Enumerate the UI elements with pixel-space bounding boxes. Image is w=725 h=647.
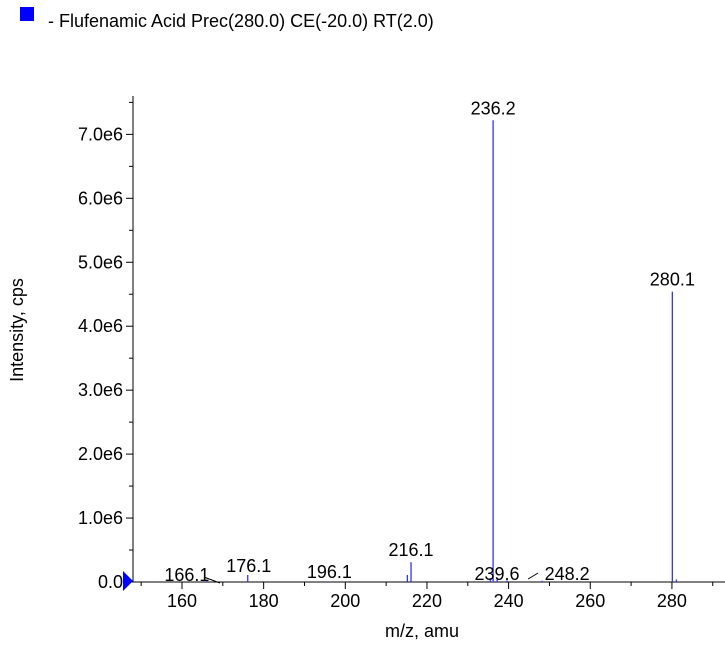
- peak-label: 248.2: [545, 564, 590, 584]
- peak-label: 239.6: [474, 564, 519, 584]
- peak-label: 216.1: [389, 540, 434, 560]
- x-axis-label: m/z, amu: [385, 621, 459, 641]
- origin-marker-icon[interactable]: [123, 571, 133, 591]
- axes: 160 180 200 220 240 260 280 0.0 1.0e6 2.0e6 3.0e6 4…: [78, 96, 725, 611]
- label-leader: [527, 572, 539, 580]
- y-tick-label: 2.0e6: [78, 444, 123, 464]
- x-tick-label: 260: [575, 591, 605, 611]
- legend-marker: [20, 7, 34, 21]
- peak-label: 280.1: [650, 270, 695, 290]
- x-tick-label: 280: [657, 591, 687, 611]
- y-tick-label: 5.0e6: [78, 252, 123, 272]
- x-tick-label: 160: [167, 591, 197, 611]
- peaks: [206, 120, 678, 582]
- y-axis-label: Intensity, cps: [7, 278, 27, 382]
- peak-labels: 166.1 176.1 196.1 216.1 236.2 239.6 248.2 280.1: [164, 98, 694, 585]
- peak-label: 196.1: [307, 562, 352, 582]
- y-tick-label: 3.0e6: [78, 380, 123, 400]
- y-tick-label: 6.0e6: [78, 188, 123, 208]
- y-tick-label: 7.0e6: [78, 124, 123, 144]
- y-tick-label: 0.0: [98, 572, 123, 592]
- x-tick-label: 220: [412, 591, 442, 611]
- x-tick-label: 240: [494, 591, 524, 611]
- y-tick-label: 1.0e6: [78, 508, 123, 528]
- peak-label: 236.2: [471, 98, 516, 118]
- x-tick-label: 200: [330, 591, 360, 611]
- legend-text: - Flufenamic Acid Prec(280.0) CE(-20.0) …: [48, 11, 434, 31]
- peak-label: 176.1: [226, 556, 271, 576]
- x-tick-label: 180: [249, 591, 279, 611]
- peak-label: 166.1: [164, 565, 209, 585]
- label-leader: [203, 576, 221, 584]
- y-tick-label: 4.0e6: [78, 316, 123, 336]
